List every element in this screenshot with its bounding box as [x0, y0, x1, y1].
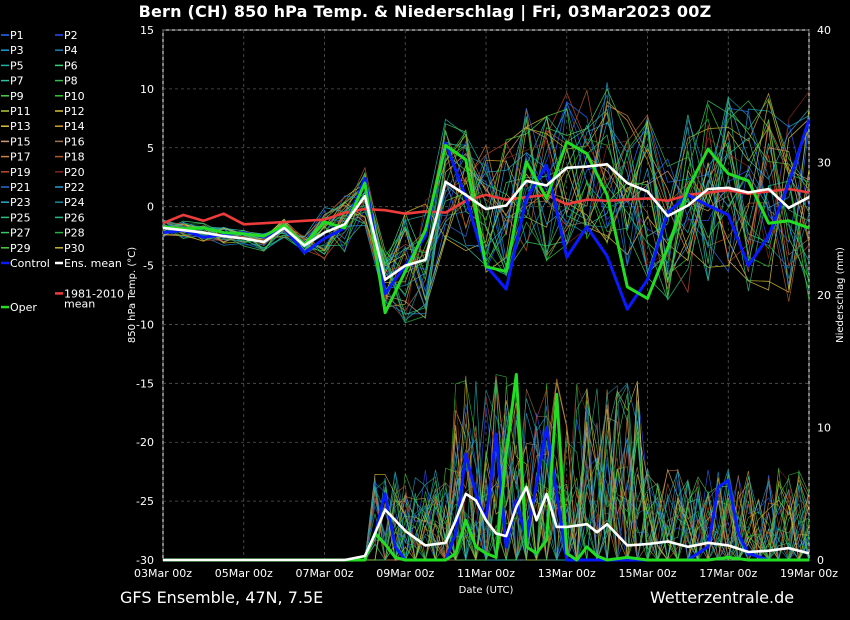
y-tick-label-right: 10 [817, 422, 831, 435]
legend-label: P21 [10, 181, 31, 194]
legend-label: Control [10, 257, 50, 270]
y-tick-label-right: 0 [817, 554, 824, 567]
y-tick-label-left: -5 [143, 260, 154, 273]
legend-label: P9 [10, 90, 24, 103]
legend-label: P13 [10, 120, 31, 133]
y-tick-label-left: 0 [147, 201, 154, 214]
y-tick-label-left: -25 [136, 495, 154, 508]
legend-label: Ens. mean [64, 257, 122, 270]
legend-label: P22 [64, 181, 85, 194]
legend-label: Oper [10, 301, 37, 314]
y-axis-label-left: 850 hPa Temp. (°C) [127, 247, 138, 343]
temp-series-p26 [162, 108, 810, 292]
precip-series-p6 [163, 420, 810, 561]
legend-label: P12 [64, 105, 85, 118]
x-tick-label: 03Mar 00z [134, 567, 192, 580]
legend-label: P1 [10, 29, 24, 42]
precip-series-oper [163, 373, 809, 562]
legend-label: P3 [10, 44, 24, 57]
legend-label: P2 [64, 29, 78, 42]
legend-label: P7 [10, 75, 24, 88]
x-tick-label: 05Mar 00z [215, 567, 273, 580]
legend-label: P5 [10, 59, 24, 72]
temp-series-p27 [162, 97, 810, 300]
temp-series-p29 [162, 108, 810, 296]
legend-label: P24 [64, 196, 85, 209]
x-tick-label: 07Mar 00z [295, 567, 353, 580]
precip-series-ens-mean [163, 485, 810, 562]
source-label: Wetterzentrale.de [650, 588, 795, 607]
temp-series-ens-mean [162, 163, 810, 282]
legend-label: P14 [64, 120, 85, 133]
x-tick-label: 15Mar 00z [618, 567, 676, 580]
y-tick-label-left: 15 [140, 24, 154, 37]
legend-label: P30 [64, 242, 85, 255]
legend-label: P19 [10, 166, 31, 179]
legend-label: P26 [64, 211, 85, 224]
precip-series-p24 [163, 384, 810, 562]
y-tick-label-left: -10 [136, 318, 154, 331]
legend-label: P23 [10, 196, 31, 209]
legend-label: P4 [64, 44, 78, 57]
x-tick-label: 11Mar 00z [457, 567, 515, 580]
y-tick-label-right: 20 [817, 289, 831, 302]
legend-label: P20 [64, 166, 85, 179]
legend-label: P6 [64, 59, 78, 72]
legend-label: P8 [64, 75, 78, 88]
legend-label-cont: mean [64, 297, 95, 310]
legend-label: P18 [64, 151, 85, 164]
legend-label: P17 [10, 151, 31, 164]
legend-label: P16 [64, 135, 85, 148]
model-label: GFS Ensemble, 47N, 7.5E [120, 588, 324, 607]
legend-label: P25 [10, 211, 31, 224]
legend-label: P29 [10, 242, 31, 255]
legend-label: P28 [64, 227, 85, 240]
legend-label: 1981-2010 [64, 287, 124, 300]
x-tick-label: 09Mar 00z [376, 567, 434, 580]
x-tick-label: 13Mar 00z [538, 567, 596, 580]
y-tick-label-left: -20 [136, 436, 154, 449]
x-axis-label: Date (UTC) [459, 585, 514, 596]
y-tick-label-left: 10 [140, 83, 154, 96]
temp-series-p25 [162, 96, 810, 315]
legend-label: P15 [10, 135, 31, 148]
y-tick-label-right: 30 [817, 157, 831, 170]
y-tick-label-left: -15 [136, 377, 154, 390]
x-tick-label: 19Mar 00z [780, 567, 838, 580]
y-tick-label-left: -30 [136, 554, 154, 567]
chart-title: Bern (CH) 850 hPa Temp. & Niederschlag |… [138, 2, 712, 21]
temp-series-oper [162, 140, 810, 315]
y-tick-label-right: 40 [817, 24, 831, 37]
y-tick-label-left: 5 [147, 142, 154, 155]
legend-label: P10 [64, 90, 85, 103]
x-tick-label: 17Mar 00z [699, 567, 757, 580]
temp-series-p24 [162, 96, 810, 324]
temp-series-p19 [162, 92, 810, 294]
y-axis-label-right: Niederschlag (mm) [835, 247, 846, 343]
legend-label: P11 [10, 105, 31, 118]
legend-label: P27 [10, 227, 31, 240]
